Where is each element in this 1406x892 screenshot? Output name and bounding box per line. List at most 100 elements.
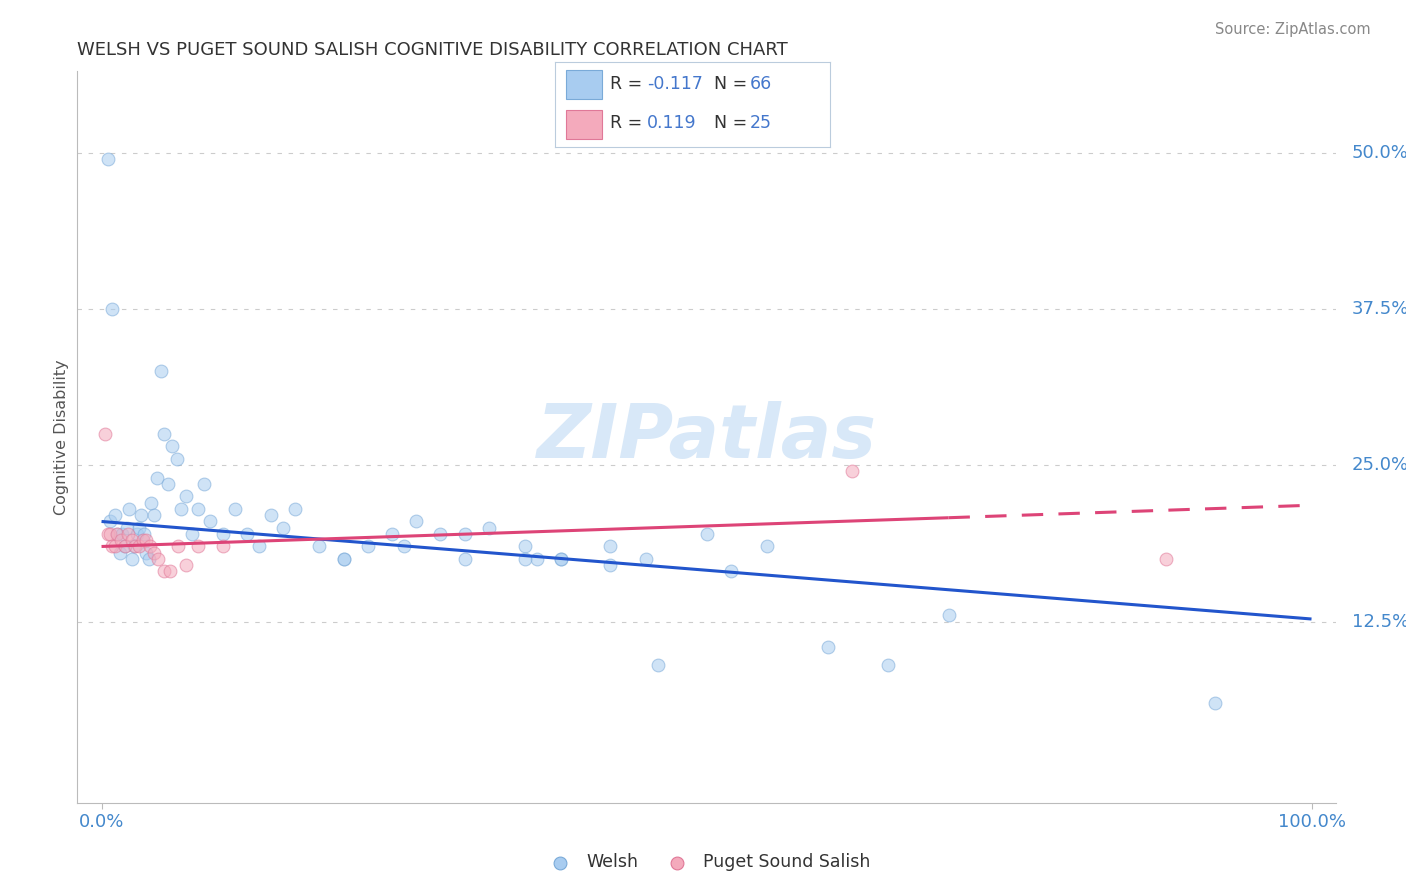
Point bbox=[118, 502, 141, 516]
Bar bbox=[567, 70, 602, 99]
Point bbox=[125, 527, 148, 541]
Point bbox=[235, 527, 257, 541]
Point bbox=[308, 540, 330, 554]
Point bbox=[513, 552, 536, 566]
Point bbox=[128, 540, 150, 554]
Point bbox=[142, 546, 165, 560]
Text: -0.117: -0.117 bbox=[647, 75, 703, 93]
Text: R =: R = bbox=[610, 75, 643, 93]
Point bbox=[117, 527, 139, 541]
Point bbox=[105, 527, 128, 541]
Point bbox=[211, 540, 233, 554]
Point bbox=[157, 477, 180, 491]
Point bbox=[146, 471, 169, 485]
Point bbox=[98, 527, 121, 541]
Point bbox=[128, 521, 150, 535]
Text: N =: N = bbox=[714, 75, 748, 93]
Text: WELSH VS PUGET SOUND SALISH COGNITIVE DISABILITY CORRELATION CHART: WELSH VS PUGET SOUND SALISH COGNITIVE DI… bbox=[77, 41, 789, 59]
Point bbox=[166, 452, 188, 467]
Point bbox=[110, 533, 132, 548]
Point bbox=[200, 515, 222, 529]
Text: Source: ZipAtlas.com: Source: ZipAtlas.com bbox=[1215, 22, 1371, 37]
Point bbox=[599, 558, 621, 573]
Point bbox=[405, 515, 427, 529]
Point bbox=[174, 490, 197, 504]
Point bbox=[114, 540, 136, 554]
Point bbox=[284, 502, 307, 516]
Point bbox=[101, 540, 124, 554]
Text: 50.0%: 50.0% bbox=[1353, 144, 1406, 161]
Point bbox=[135, 533, 157, 548]
Text: 66: 66 bbox=[749, 75, 772, 93]
Point bbox=[135, 546, 157, 560]
Point bbox=[1156, 552, 1178, 566]
Point bbox=[247, 540, 270, 554]
Point bbox=[181, 527, 204, 541]
Text: 12.5%: 12.5% bbox=[1353, 613, 1406, 631]
Point bbox=[634, 552, 657, 566]
Point bbox=[121, 533, 143, 548]
Point bbox=[193, 477, 215, 491]
Point bbox=[131, 533, 153, 548]
Point bbox=[599, 540, 621, 554]
Text: 25: 25 bbox=[749, 114, 772, 132]
Point bbox=[124, 540, 146, 554]
Point bbox=[332, 552, 354, 566]
Point bbox=[108, 546, 131, 560]
Legend: Welsh, Puget Sound Salish: Welsh, Puget Sound Salish bbox=[536, 847, 877, 879]
Point bbox=[720, 565, 742, 579]
Point bbox=[104, 508, 127, 523]
Point bbox=[381, 527, 404, 541]
Point bbox=[526, 552, 548, 566]
Point bbox=[139, 540, 162, 554]
Text: N =: N = bbox=[714, 114, 748, 132]
Point bbox=[101, 301, 124, 316]
Point bbox=[115, 521, 138, 535]
Point bbox=[114, 540, 136, 554]
Text: ZIPatlas: ZIPatlas bbox=[537, 401, 876, 474]
Point bbox=[513, 540, 536, 554]
Point bbox=[153, 565, 176, 579]
Point bbox=[877, 658, 900, 673]
Point bbox=[211, 527, 233, 541]
Point bbox=[696, 527, 718, 541]
Point bbox=[153, 426, 176, 441]
Point bbox=[104, 540, 127, 554]
Point bbox=[97, 527, 120, 541]
Point bbox=[392, 540, 415, 554]
Text: R =: R = bbox=[610, 114, 643, 132]
Point bbox=[138, 552, 160, 566]
Point bbox=[105, 527, 128, 541]
Point bbox=[94, 426, 117, 441]
Point bbox=[132, 527, 155, 541]
Point bbox=[938, 608, 960, 623]
Point bbox=[550, 552, 572, 566]
Point bbox=[142, 508, 165, 523]
Bar bbox=[567, 110, 602, 139]
Y-axis label: Cognitive Disability: Cognitive Disability bbox=[53, 359, 69, 515]
Point bbox=[453, 527, 475, 541]
Point bbox=[170, 502, 193, 516]
Point bbox=[166, 540, 188, 554]
Text: 0.119: 0.119 bbox=[647, 114, 697, 132]
Point bbox=[149, 364, 172, 378]
Text: 25.0%: 25.0% bbox=[1353, 456, 1406, 475]
Point bbox=[187, 540, 209, 554]
Point bbox=[550, 552, 572, 566]
Point bbox=[148, 552, 170, 566]
Point bbox=[647, 658, 669, 673]
Point bbox=[98, 515, 121, 529]
Point bbox=[122, 540, 145, 554]
Point bbox=[131, 508, 153, 523]
Point bbox=[817, 640, 839, 654]
Point bbox=[97, 152, 120, 166]
Point bbox=[756, 540, 779, 554]
Point bbox=[139, 496, 162, 510]
Point bbox=[260, 508, 283, 523]
Point bbox=[224, 502, 246, 516]
Point bbox=[111, 527, 134, 541]
Point bbox=[1204, 696, 1226, 710]
Point bbox=[159, 565, 181, 579]
Point bbox=[174, 558, 197, 573]
Point bbox=[187, 502, 209, 516]
